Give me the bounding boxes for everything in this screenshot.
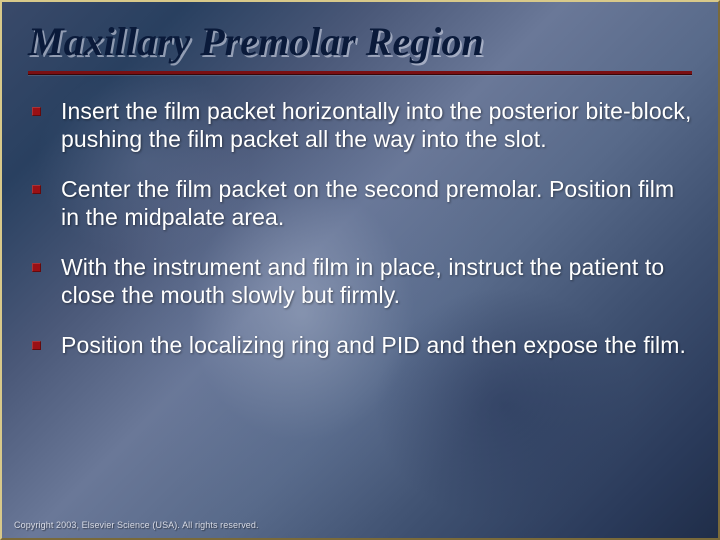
square-bullet-icon <box>32 341 41 350</box>
list-item: With the instrument and film in place, i… <box>28 253 692 309</box>
bullet-text: Center the film packet on the second pre… <box>61 175 692 231</box>
list-item: Center the film packet on the second pre… <box>28 175 692 231</box>
square-bullet-icon <box>32 185 41 194</box>
bullet-text: With the instrument and film in place, i… <box>61 253 692 309</box>
title-underline <box>28 71 692 75</box>
bullet-list: Insert the film packet horizontally into… <box>28 97 692 359</box>
list-item: Insert the film packet horizontally into… <box>28 97 692 153</box>
slide-title: Maxillary Premolar Region <box>28 18 692 65</box>
bullet-text: Position the localizing ring and PID and… <box>61 331 686 359</box>
bullet-text: Insert the film packet horizontally into… <box>61 97 692 153</box>
slide-container: Maxillary Premolar Region Insert the fil… <box>0 0 720 540</box>
square-bullet-icon <box>32 263 41 272</box>
copyright-text: Copyright 2003, Elsevier Science (USA). … <box>14 520 259 530</box>
square-bullet-icon <box>32 107 41 116</box>
list-item: Position the localizing ring and PID and… <box>28 331 692 359</box>
